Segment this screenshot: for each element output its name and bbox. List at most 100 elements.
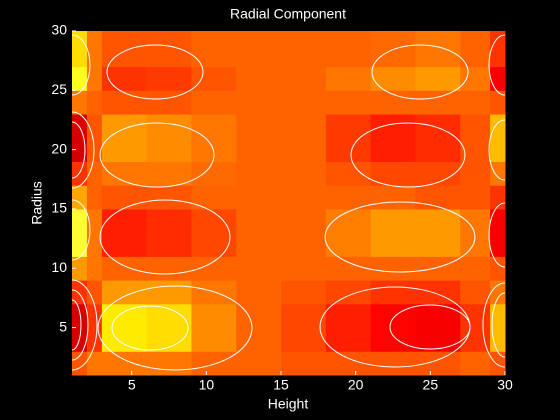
contour bbox=[488, 34, 505, 96]
heatmap-cell bbox=[146, 185, 192, 210]
heatmap-cell bbox=[415, 66, 461, 91]
heatmap-cell bbox=[191, 90, 237, 115]
heatmap-cell bbox=[281, 280, 327, 305]
heatmap-cell bbox=[460, 31, 491, 68]
heatmap-cell bbox=[325, 161, 372, 186]
heatmap-cell bbox=[370, 90, 416, 115]
contours bbox=[72, 34, 505, 371]
heatmap-cell bbox=[490, 114, 506, 162]
heatmap-cell bbox=[325, 256, 372, 281]
heatmap-cell bbox=[460, 161, 491, 186]
heatmap-cell bbox=[72, 303, 88, 352]
heatmap-cell bbox=[236, 66, 282, 91]
heatmap-cell bbox=[370, 161, 416, 186]
heatmap-cell bbox=[236, 351, 282, 376]
heatmap-cell bbox=[146, 90, 192, 115]
heatmap-cell bbox=[86, 31, 103, 68]
heatmap-cell bbox=[191, 31, 237, 68]
y-tick-label: 5 bbox=[59, 318, 67, 334]
heatmap-cell bbox=[490, 31, 506, 68]
y-tick-label: 10 bbox=[51, 259, 67, 275]
heatmap-cell bbox=[146, 66, 192, 91]
contour bbox=[72, 111, 95, 189]
heatmap-cell bbox=[191, 66, 237, 91]
heatmap-cell bbox=[236, 161, 282, 186]
contour bbox=[111, 305, 189, 351]
heatmap-cell bbox=[370, 208, 416, 257]
contour bbox=[97, 285, 253, 371]
heatmap-cell bbox=[86, 208, 103, 257]
heatmap-cell bbox=[236, 256, 282, 281]
heatmap-cell bbox=[281, 161, 327, 186]
heatmap-cell bbox=[72, 66, 88, 91]
contour bbox=[324, 201, 476, 273]
heatmap-cell bbox=[101, 185, 148, 210]
x-tick-label: 15 bbox=[273, 377, 289, 393]
heatmap-cell bbox=[370, 351, 416, 376]
contour bbox=[389, 304, 471, 350]
y-tick-label: 15 bbox=[51, 200, 67, 216]
heatmap-cell bbox=[236, 114, 282, 162]
heatmap-cell bbox=[101, 90, 148, 115]
heatmap-cell bbox=[370, 280, 416, 305]
heatmap-cell bbox=[415, 90, 461, 115]
y-tick-label: 25 bbox=[51, 81, 67, 97]
heatmap-cell bbox=[281, 90, 327, 115]
heatmap-cell bbox=[101, 256, 148, 281]
heatmap-cell bbox=[370, 185, 416, 210]
heatmap-cell bbox=[236, 208, 282, 257]
heatmap-cell bbox=[370, 114, 416, 162]
heatmap-cell bbox=[191, 161, 237, 186]
x-tick-label: 10 bbox=[199, 377, 215, 393]
heatmap-cell bbox=[490, 208, 506, 257]
contour bbox=[482, 282, 505, 368]
x-axis-label: Height bbox=[268, 396, 309, 412]
x-tick-label: 5 bbox=[128, 377, 136, 393]
heatmap-cell bbox=[490, 256, 506, 281]
heatmap-cell bbox=[415, 208, 461, 257]
x-tick-label: 20 bbox=[348, 377, 364, 393]
contour bbox=[488, 119, 505, 181]
heatmap-cell bbox=[460, 66, 491, 91]
heatmap-cell bbox=[415, 31, 461, 68]
y-tick-label: 30 bbox=[51, 22, 67, 38]
heatmap-cell bbox=[281, 66, 327, 91]
heatmap-cell bbox=[146, 114, 192, 162]
heatmap-cell bbox=[101, 161, 148, 186]
heatmap-cell bbox=[325, 31, 372, 68]
contour bbox=[72, 199, 91, 261]
heatmap-cell bbox=[146, 31, 192, 68]
chart-title: Radial Component bbox=[230, 6, 346, 22]
heatmap-cell bbox=[86, 114, 103, 162]
heatmap-cell bbox=[325, 303, 372, 352]
heatmap-cell bbox=[72, 256, 88, 281]
heatmap-cell bbox=[101, 208, 148, 257]
contour bbox=[72, 279, 98, 371]
heatmap-cell bbox=[490, 351, 506, 376]
heatmap-cell bbox=[325, 185, 372, 210]
contour bbox=[99, 122, 215, 188]
heatmap-cell bbox=[415, 351, 461, 376]
heatmap-cell bbox=[146, 161, 192, 186]
heatmap-cell bbox=[460, 256, 491, 281]
heatmap-cell bbox=[236, 185, 282, 210]
heatmap-cell bbox=[490, 280, 506, 305]
heatmap-cell bbox=[415, 114, 461, 162]
contour bbox=[72, 34, 91, 96]
heatmap-cell bbox=[281, 114, 327, 162]
heatmap-cell bbox=[370, 256, 416, 281]
x-tick-label: 30 bbox=[497, 377, 513, 393]
heatmap-cell bbox=[72, 90, 88, 115]
heatmap-cell bbox=[101, 66, 148, 91]
heatmap-cell bbox=[325, 114, 372, 162]
heatmap-cell bbox=[490, 90, 506, 115]
heatmap-cell bbox=[86, 303, 103, 352]
heatmap-cell bbox=[146, 280, 192, 305]
contour bbox=[99, 199, 231, 275]
heatmap-cell bbox=[415, 161, 461, 186]
heatmap-cell bbox=[325, 90, 372, 115]
heatmap-cell bbox=[72, 31, 88, 68]
x-tick-label: 25 bbox=[423, 377, 439, 393]
